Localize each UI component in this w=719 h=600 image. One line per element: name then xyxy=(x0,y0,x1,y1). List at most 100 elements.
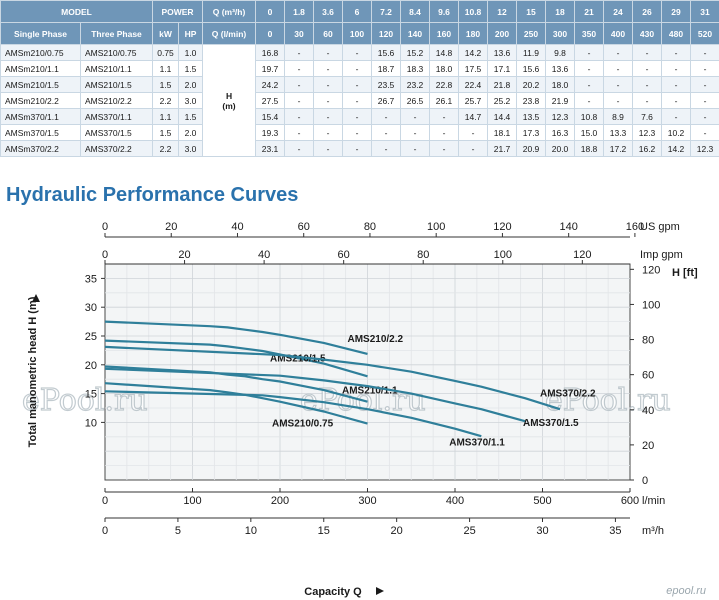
head-value: 25.7 xyxy=(458,92,489,109)
imp-gpm-tick-label: 100 xyxy=(494,249,512,261)
head-value: 23.1 xyxy=(255,140,286,157)
us-gpm-tick-label: 140 xyxy=(559,221,577,233)
table-row: AMSm210/2.2 AMS210/2.2 2.2 3.0 27.5- - -26.7 26… xyxy=(0,92,719,109)
q-lmin-value: 30 xyxy=(284,22,315,45)
m3h-tick-label: 30 xyxy=(536,525,548,537)
head-value: 13.6 xyxy=(545,60,576,77)
head-value: - xyxy=(371,140,402,157)
power-kw: 1.5 xyxy=(152,76,180,93)
curve-label: AMS210/0.75 xyxy=(272,419,334,430)
m3h-tick-label: 0 xyxy=(102,525,108,537)
head-value: 11.9 xyxy=(516,44,547,61)
header-row-q-m3h: MODEL POWER Q (m³/h) 0 1.8 3.6 6 7.2 8.4… xyxy=(0,0,719,23)
head-value: - xyxy=(313,124,344,141)
header-row-q-lmin: Single Phase Three Phase kW HP Q (l/min)… xyxy=(0,22,719,45)
x-tick-label: 300 xyxy=(358,495,376,507)
head-value: - xyxy=(342,76,373,93)
head-value: 20.9 xyxy=(516,140,547,157)
head-value: - xyxy=(661,60,692,77)
imp-gpm-tick-label: 80 xyxy=(417,249,429,261)
head-value: - xyxy=(429,140,460,157)
power-hp: 3.0 xyxy=(178,92,204,109)
head-value: - xyxy=(661,92,692,109)
head-value: - xyxy=(284,140,315,157)
head-value: 12.3 xyxy=(632,124,663,141)
x-unit-label: l/min xyxy=(642,495,665,507)
ft-unit-label: H [ft] xyxy=(672,267,698,279)
head-value: 26.5 xyxy=(400,92,431,109)
power-hp: 2.0 xyxy=(178,124,204,141)
head-value: - xyxy=(371,108,402,125)
hp-header: HP xyxy=(178,22,204,45)
m3h-unit-label: m³/h xyxy=(642,525,664,537)
y-tick-label: 30 xyxy=(85,302,97,314)
single-phase-model: AMSm210/0.75 xyxy=(0,44,81,61)
ft-tick-label: 0 xyxy=(642,475,648,487)
power-kw: 0.75 xyxy=(152,44,180,61)
q-m3h-value: 15 xyxy=(516,0,547,23)
head-value: 18.1 xyxy=(487,124,518,141)
power-header: POWER xyxy=(152,0,204,23)
head-value: - xyxy=(400,124,431,141)
power-kw: 2.2 xyxy=(152,92,180,109)
head-value: 20.0 xyxy=(545,140,576,157)
curve-ams210-2-2 xyxy=(104,320,368,355)
head-value: - xyxy=(603,92,634,109)
q-m3h-value: 0 xyxy=(255,0,286,23)
head-value: 26.1 xyxy=(429,92,460,109)
model-header: MODEL xyxy=(0,0,154,23)
x-tick-label: 0 xyxy=(102,495,108,507)
q-lmin-value: 0 xyxy=(255,22,286,45)
head-unit: (m) xyxy=(222,100,236,111)
head-value: - xyxy=(632,60,663,77)
y-tick-label: 15 xyxy=(85,389,97,401)
imp-gpm-tick-label: 60 xyxy=(338,249,350,261)
head-value: - xyxy=(661,108,692,125)
head-value: 21.7 xyxy=(487,140,518,157)
power-kw: 2.2 xyxy=(152,140,180,157)
head-value: 10.2 xyxy=(661,124,692,141)
curve-ams370-1-1 xyxy=(104,390,482,438)
head-value: 14.7 xyxy=(458,108,489,125)
head-value: 17.2 xyxy=(603,140,634,157)
head-value: - xyxy=(429,124,460,141)
single-phase-model: AMSm370/1.5 xyxy=(0,124,81,141)
m3h-tick-label: 25 xyxy=(463,525,475,537)
q-lmin-value: 160 xyxy=(429,22,460,45)
x-axis-arrow xyxy=(376,587,384,595)
head-value: - xyxy=(284,76,315,93)
ft-tick-label: 80 xyxy=(642,335,654,347)
curve-label: AMS370/1.5 xyxy=(523,418,579,429)
head-value: - xyxy=(458,140,489,157)
head-value: 23.8 xyxy=(516,92,547,109)
x-tick-label: 600 xyxy=(621,495,639,507)
us-gpm-tick-label: 20 xyxy=(165,221,177,233)
q-lmin-value: 180 xyxy=(458,22,489,45)
x-tick-label: 500 xyxy=(533,495,551,507)
head-value: 19.7 xyxy=(255,60,286,77)
imp-gpm-unit-label: Imp gpm xyxy=(640,249,683,261)
m3h-tick-label: 10 xyxy=(245,525,257,537)
x-tick-label: 400 xyxy=(446,495,464,507)
head-value: - xyxy=(313,108,344,125)
q-lmin-value: 400 xyxy=(603,22,634,45)
curve-ams210-0-75 xyxy=(104,382,368,425)
head-value: - xyxy=(313,60,344,77)
y-axis-title: Total manometric head H (m) xyxy=(27,296,39,447)
head-value: - xyxy=(661,44,692,61)
head-value: 17.3 xyxy=(516,124,547,141)
us-gpm-tick-label: 80 xyxy=(364,221,376,233)
head-value: 8.9 xyxy=(603,108,634,125)
x-tick-label: 100 xyxy=(183,495,201,507)
single-phase-model: AMSm210/1.1 xyxy=(0,60,81,77)
head-value: 12.3 xyxy=(690,140,719,157)
head-value: - xyxy=(690,92,719,109)
q-m3h-value: 26 xyxy=(632,0,663,23)
single-phase-model: AMSm210/2.2 xyxy=(0,92,81,109)
table-row: AMSm370/2.2 AMS370/2.2 2.2 3.0 23.1- - - - - - -21… xyxy=(0,140,719,157)
us-gpm-tick-label: 60 xyxy=(298,221,310,233)
q-m3h-value: 12 xyxy=(487,0,518,23)
head-value: - xyxy=(632,92,663,109)
ft-tick-label: 100 xyxy=(642,299,660,311)
